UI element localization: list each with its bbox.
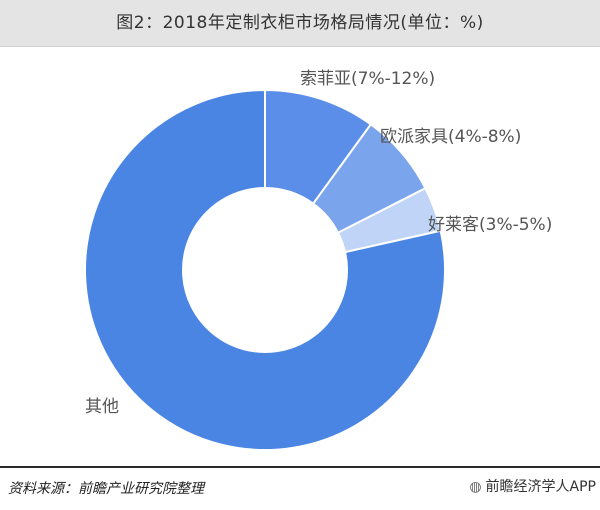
watermark-text: 前瞻经济学人APP xyxy=(485,479,596,495)
chart-title: 图2：2018年定制衣柜市场格局情况(单位：%) xyxy=(0,0,600,47)
slice-4 xyxy=(84,88,446,451)
donut-chart: 索菲亚(7%-12%) 欧派家具(4%-8%) 好莱客(3%-5%) 其他 xyxy=(84,69,552,451)
slice-label-4: 其他 xyxy=(85,397,119,417)
slice-label-1: 索菲亚(7%-12%) xyxy=(300,69,435,89)
slice-label-3: 好莱客(3%-5%) xyxy=(428,215,552,235)
publisher-watermark: ◍ 前瞻经济学人APP xyxy=(469,476,596,496)
footer-divider xyxy=(0,466,600,468)
wechat-icon: ◍ xyxy=(469,479,482,495)
slice-label-2: 欧派家具(4%-8%) xyxy=(380,127,521,147)
source-note: 资料来源：前瞻产业研究院整理 xyxy=(8,481,204,497)
